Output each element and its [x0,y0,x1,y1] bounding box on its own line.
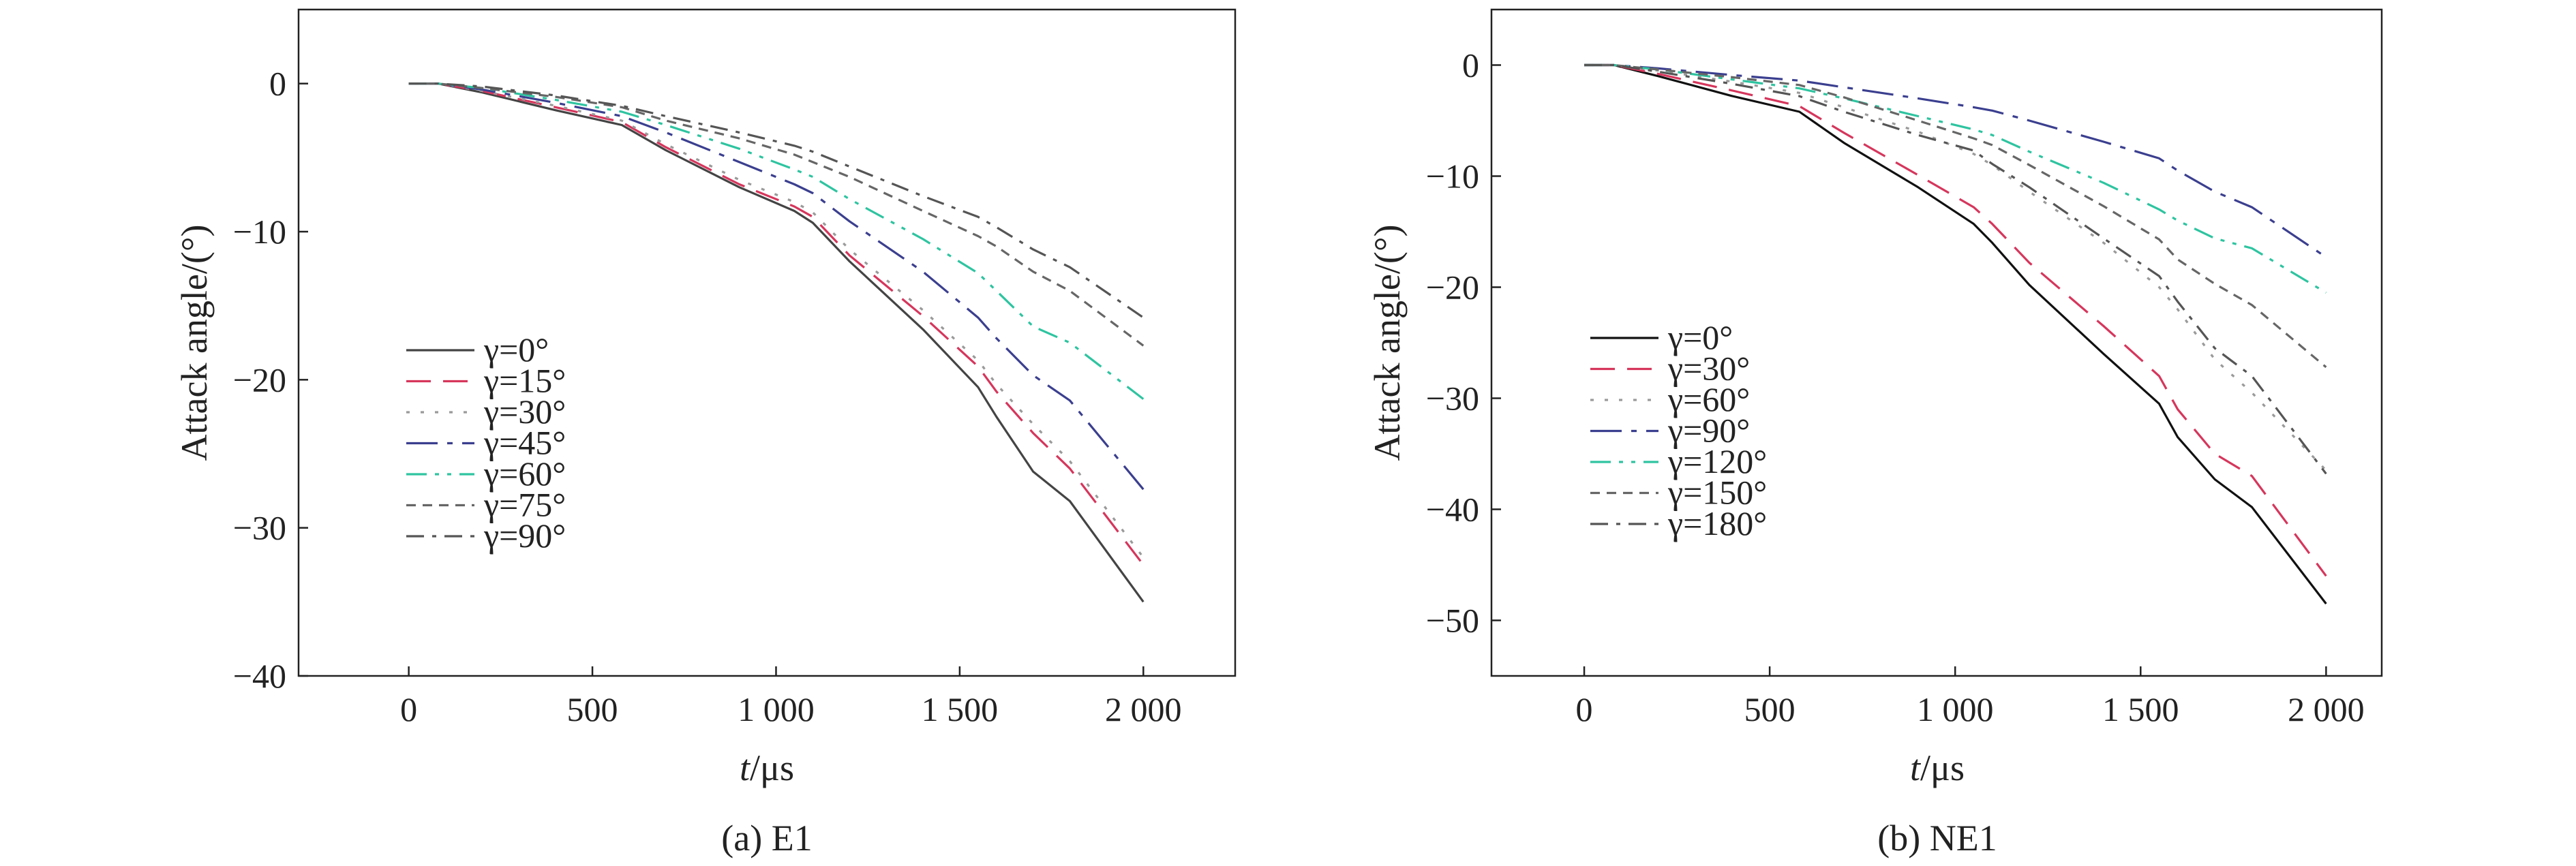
series-line [408,82,1145,559]
series-line [1584,63,2327,369]
legend-label: γ=0° [483,330,549,369]
y-tick-label: −20 [1426,268,1479,307]
legend-label: γ=15° [483,362,566,400]
y-tick-label: −40 [1426,491,1479,529]
legend-label: γ=60° [1667,380,1750,418]
legend-label: γ=150° [1667,474,1767,512]
y-tick-label: −10 [1426,157,1479,196]
series-line [408,82,1145,491]
y-tick-label: −30 [1426,380,1479,418]
series-line [1584,63,2327,605]
x-axis-unit: /μs [750,747,794,788]
y-tick-label: −10 [233,213,286,251]
x-tick-label: 1 000 [738,690,815,728]
legend-label: γ=0° [1667,318,1733,356]
series-line [1584,63,2327,577]
series-line [408,82,1145,319]
legend-label: γ=180° [1667,504,1767,542]
y-tick-label: 0 [269,65,286,103]
plot-frame [297,8,1237,677]
x-axis-title: t/μs [1910,747,1965,788]
legend-label: γ=60° [483,454,566,493]
series-line [1584,63,2327,294]
series-group [408,82,1145,603]
plot-frame [1490,8,2383,677]
x-axis-unit: /μs [1920,747,1965,788]
series-line [1584,63,2327,258]
series-line [408,82,1145,347]
panel-caption: (a) E1 [721,818,812,859]
x-tick-label: 1 500 [2102,690,2179,728]
legend-label: γ=30° [1667,350,1750,388]
y-tick-label: 0 [1462,46,1479,84]
chart-panel-e1: 0 500 1 000 1 500 2 000 0 −10 −20 −30 −40 Attack a… [174,8,1237,859]
x-tick-label: 1 500 [922,690,999,728]
panel-caption: (b) NE1 [1877,818,1997,859]
x-axis-title: t/μs [740,747,794,788]
y-axis-title: Attack angle/(°) [174,225,215,461]
x-tick-label: 2 000 [1105,690,1182,728]
x-tick-label: 1 000 [1917,690,1994,728]
x-axis-variable: t [1910,747,1922,788]
legend-label: γ=120° [1667,442,1767,480]
chart-panel-ne1: 0 500 1 000 1 500 2 000 0 −10 −20 −30 −40 −50 Attac… [1367,8,2383,859]
legend-label: γ=45° [483,424,566,462]
y-tick-label: −50 [1426,602,1479,640]
series-line [408,82,1145,400]
legend-label: γ=30° [483,392,566,431]
series-line [408,82,1145,603]
legend-label: γ=90° [483,516,566,555]
x-tick-label: 500 [1744,690,1795,728]
x-axis-variable: t [740,747,751,788]
y-tick-label: −20 [233,360,286,399]
legend-label: γ=75° [483,486,566,524]
y-tick-label: −30 [233,509,286,547]
x-tick-label: 0 [1576,690,1593,728]
y-tick-label: −40 [233,657,286,695]
x-tick-label: 2 000 [2288,690,2365,728]
x-tick-label: 500 [567,690,618,728]
legend-label: γ=90° [1667,412,1750,450]
y-axis-title: Attack angle/(°) [1367,225,1408,461]
series-group [1584,63,2327,605]
series-line [408,82,1145,566]
x-tick-label: 0 [400,690,417,728]
